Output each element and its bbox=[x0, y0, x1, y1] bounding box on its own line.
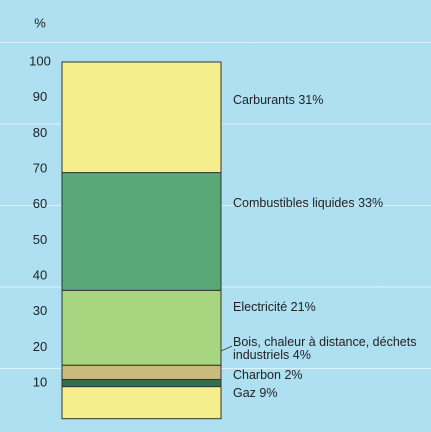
y-tick-label: 80 bbox=[33, 125, 47, 140]
value-label: 31% bbox=[298, 94, 324, 107]
y-tick-label: 90 bbox=[33, 89, 47, 104]
y-axis-label: % bbox=[34, 15, 46, 30]
segment-label: Bois, chaleur à distance, déchets indust… bbox=[233, 336, 431, 362]
y-tick-label: 20 bbox=[33, 339, 47, 354]
y-tick-label: 60 bbox=[33, 196, 47, 211]
segment-label: Combustibles liquides 33% bbox=[233, 197, 431, 210]
value-label: 9% bbox=[259, 387, 278, 400]
segment-name: Carburants bbox=[233, 94, 295, 107]
segment-label: Charbon 2% bbox=[233, 369, 431, 382]
segment-label: Gaz 9% bbox=[233, 387, 431, 400]
value-label: 33% bbox=[358, 197, 384, 210]
bar-segment bbox=[61, 378, 222, 388]
bar-segment bbox=[61, 364, 222, 380]
bar-segment bbox=[61, 386, 222, 420]
segment-label: Carburants 31% bbox=[233, 94, 431, 107]
bar-segment bbox=[61, 289, 222, 366]
y-tick-label: 10 bbox=[33, 374, 47, 389]
value-label: 21% bbox=[290, 301, 316, 314]
bar-segment bbox=[61, 61, 222, 174]
y-tick-label: 50 bbox=[33, 232, 47, 247]
y-tick-label: 40 bbox=[33, 267, 47, 282]
segment-name: Bois, chaleur à distance, déchets indust… bbox=[233, 336, 417, 362]
segment-name: Combustibles liquides bbox=[233, 197, 355, 210]
y-tick-label: 100 bbox=[29, 53, 51, 68]
segment-name: Charbon bbox=[233, 369, 281, 382]
segment-name: Gaz bbox=[233, 387, 256, 400]
segment-name: Electricité bbox=[233, 301, 288, 314]
y-tick-label: 30 bbox=[33, 303, 47, 318]
y-tick-label: 70 bbox=[33, 160, 47, 175]
value-label: 2% bbox=[284, 369, 303, 382]
segment-label: Electricité 21% bbox=[233, 301, 431, 314]
value-label: 4% bbox=[292, 348, 311, 362]
bar-segment bbox=[61, 172, 222, 291]
